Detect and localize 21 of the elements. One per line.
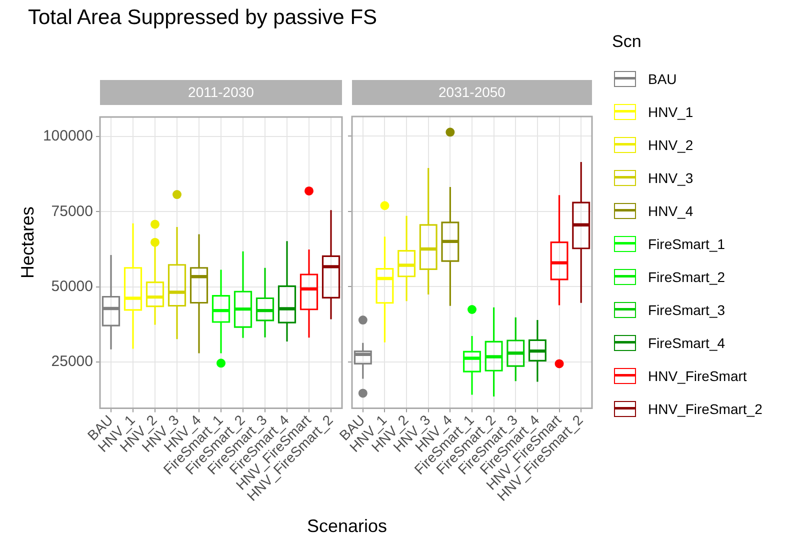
legend-label: FireSmart_4	[648, 334, 726, 350]
y-tick-label: 75000	[51, 202, 93, 220]
legend-label: HNV_3	[648, 170, 694, 186]
legend-label: FireSmart_3	[648, 302, 726, 318]
chart-subtitle: 2011-2030	[100, 80, 342, 105]
legend-label: HNV_2	[648, 136, 694, 152]
y-tick-label: 100000	[42, 128, 93, 145]
chart-subtitle: 2031-2050	[352, 80, 592, 105]
y-tick-label: 25000	[51, 353, 93, 370]
x-axis-title: Scenarios	[306, 516, 388, 537]
legend-label: BAU	[648, 70, 677, 86]
y-tick-label: 50000	[51, 278, 93, 295]
legend-title: Scn	[612, 32, 642, 52]
y-axis-title: Hectares	[18, 205, 38, 281]
legend-label: HNV_1	[648, 104, 694, 120]
legend-label: HNV_FireSmart	[648, 368, 747, 384]
legend-label: FireSmart_1	[648, 236, 726, 252]
chart-title: Total Area Suppressed by passive FS	[28, 6, 378, 30]
legend-label: HNV_FireSmart_2	[648, 400, 762, 416]
legend-label: HNV_4	[648, 202, 694, 218]
legend-label: FireSmart_2	[648, 268, 726, 284]
